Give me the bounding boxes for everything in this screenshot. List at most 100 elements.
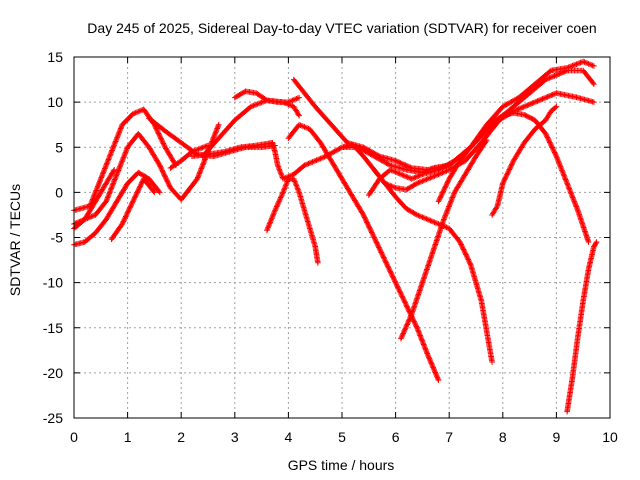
data-point <box>268 215 275 222</box>
data-point <box>527 101 533 108</box>
data-point <box>405 306 411 312</box>
data-point <box>391 168 398 175</box>
data-point <box>589 62 596 69</box>
data-point <box>119 221 126 227</box>
data-point <box>396 159 403 166</box>
data-point <box>444 207 451 214</box>
data-point <box>374 240 380 247</box>
data-point <box>380 253 386 260</box>
data-point <box>418 172 424 178</box>
data-point <box>445 205 452 211</box>
data-point <box>528 100 534 107</box>
data-point <box>433 172 439 179</box>
data-point <box>404 304 411 311</box>
data-point <box>128 202 134 208</box>
data-point <box>211 133 217 140</box>
data-point <box>529 100 536 106</box>
data-point <box>252 102 258 108</box>
data-point <box>93 187 100 194</box>
data-point <box>399 331 406 338</box>
data-point <box>273 203 280 210</box>
data-point <box>438 193 444 200</box>
data-point <box>554 71 560 78</box>
data-point <box>121 152 128 158</box>
data-point <box>102 165 108 172</box>
data-point <box>427 217 434 224</box>
data-point <box>265 224 271 231</box>
data-point <box>546 75 553 81</box>
data-point <box>113 137 119 143</box>
data-point <box>365 222 372 228</box>
data-point <box>248 103 254 110</box>
data-point <box>498 113 505 120</box>
data-point <box>293 95 300 102</box>
data-point <box>124 211 130 217</box>
data-point <box>104 160 110 167</box>
data-point <box>92 188 99 195</box>
data-point <box>404 320 411 326</box>
data-point <box>311 158 317 165</box>
data-point <box>199 163 206 169</box>
data-point <box>435 198 442 205</box>
data-point <box>109 183 116 189</box>
data-point <box>272 206 279 212</box>
data-point <box>443 168 450 174</box>
data-point <box>415 212 422 219</box>
data-point <box>103 161 110 168</box>
data-point <box>134 188 141 195</box>
data-point <box>367 227 374 233</box>
data-point <box>568 63 574 70</box>
data-point <box>400 161 406 167</box>
data-point <box>257 100 264 106</box>
data-point <box>292 96 298 103</box>
data-point <box>550 145 556 152</box>
series-arc11 <box>199 97 302 160</box>
data-point <box>395 284 401 291</box>
data-point <box>563 177 569 184</box>
data-point <box>461 247 467 254</box>
data-point <box>203 143 210 149</box>
data-point <box>398 292 405 298</box>
data-point <box>127 203 134 210</box>
data-point <box>282 100 289 107</box>
data-point <box>573 61 580 67</box>
data-point <box>465 256 472 263</box>
data-point <box>289 97 296 104</box>
y-axis-label: SDTVAR / TECUs <box>7 184 23 296</box>
data-point <box>278 193 285 200</box>
data-point <box>398 334 405 341</box>
data-point <box>506 166 513 173</box>
data-point <box>585 60 592 67</box>
data-point <box>114 171 120 178</box>
data-point <box>569 62 576 69</box>
data-point <box>444 181 450 187</box>
data-point <box>83 216 89 222</box>
data-point <box>416 330 422 336</box>
data-point <box>436 196 443 202</box>
data-point <box>573 203 580 210</box>
data-point <box>103 198 109 205</box>
data-point <box>98 176 104 182</box>
x-tick-label: 4 <box>285 429 293 445</box>
data-point <box>158 166 165 172</box>
data-point <box>106 189 113 196</box>
data-point <box>277 194 284 201</box>
data-point <box>568 192 575 198</box>
data-point <box>397 289 404 296</box>
data-point <box>115 130 122 137</box>
data-point <box>99 172 106 178</box>
data-point <box>156 133 163 139</box>
data-point <box>276 198 282 205</box>
data-point <box>443 210 450 216</box>
data-point <box>77 218 84 224</box>
data-point <box>290 176 297 182</box>
data-point <box>366 224 373 231</box>
data-point <box>393 282 400 288</box>
data-point <box>401 328 408 334</box>
data-point <box>415 179 422 186</box>
x-tick-label: 6 <box>392 429 400 445</box>
data-point <box>202 143 209 150</box>
data-point <box>123 212 130 218</box>
data-point <box>401 297 407 303</box>
data-point <box>375 243 382 250</box>
